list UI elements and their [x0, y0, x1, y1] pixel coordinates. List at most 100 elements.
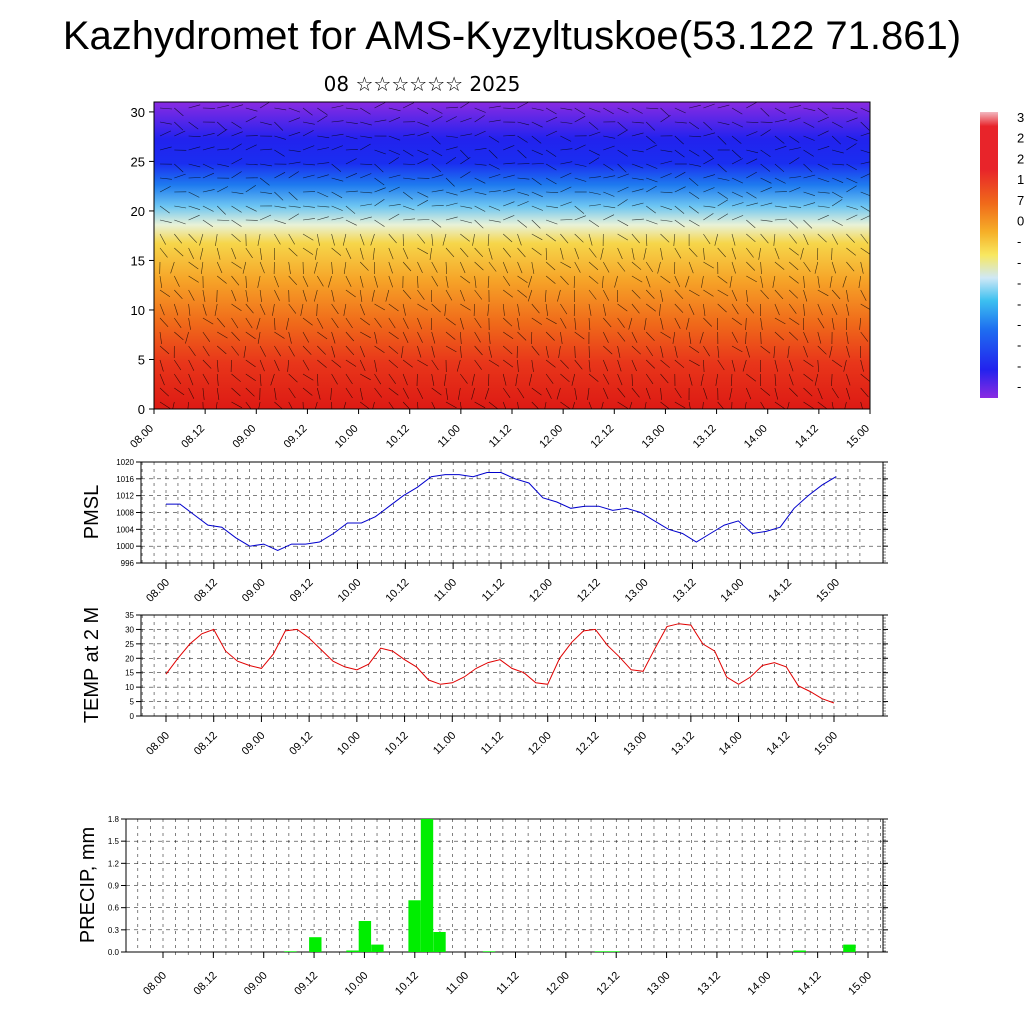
xs-x-tick-label: 13.12 — [691, 423, 719, 451]
xs-x-tick-label: 10.00 — [333, 423, 361, 451]
colorbar-label: 3 — [1017, 110, 1024, 125]
p4-x-tick-label: 09.00 — [242, 970, 270, 998]
colorbar-label: - — [1017, 296, 1021, 311]
p3-y-tick-label: 15 — [125, 669, 134, 678]
main-title: Kazhydromet for AMS-Kyzyltuskoe(53.122 7… — [62, 14, 962, 58]
xs-x-tick-label: 11.12 — [487, 423, 514, 450]
p2-y-tick-label: 1008 — [116, 509, 134, 518]
p3-x-tick-label: 14.00 — [717, 730, 745, 758]
temperature-shading — [154, 102, 870, 409]
p3-y-tick-label: 10 — [125, 683, 134, 692]
p2-y-tick-label: 1000 — [116, 542, 134, 551]
p3-y-tick-label: 30 — [125, 625, 134, 634]
p4-y-tick-label: 0.6 — [108, 904, 120, 913]
p3-x-tick-label: 15.00 — [812, 730, 840, 758]
precip-panel: 0.0 0.3 0.6 0.9 1.2 1.5 1.8 08.00 08.12 09.00 09.1… — [108, 815, 888, 998]
p4-y-tick-label: 1.8 — [108, 815, 120, 824]
xs-x-tick-label: 08.12 — [179, 423, 207, 451]
colorbar-label: 2 — [1017, 151, 1024, 166]
p2-y-tick-label: 1020 — [116, 458, 134, 467]
p4-x-tick-label: 08.12 — [192, 970, 220, 998]
cross-section-x-axis: 08.00 08.12 09.00 09.12 10.00 10.12 11.00 11.12… — [128, 409, 872, 451]
colorbar-label: - — [1017, 358, 1021, 373]
p4-x-tick-label: 10.12 — [393, 970, 421, 998]
p3-x-tick-label: 09.12 — [287, 730, 315, 758]
p2-y-tick-label: 1012 — [116, 492, 134, 501]
p4-x-tick-label: 13.00 — [645, 970, 673, 998]
colorbar-label: 0 — [1017, 214, 1024, 229]
xs-x-tick-label: 08.00 — [128, 423, 156, 451]
colorbar: 3 2 2 1 7 0 - - - - - - - - — [980, 110, 1024, 398]
p4-y-tick-label: 0.9 — [108, 882, 120, 891]
p4-x-tick-label: 10.00 — [343, 970, 371, 998]
p3-x-tick-label: 13.12 — [669, 730, 697, 758]
p2-x-tick-label: 14.12 — [766, 577, 794, 605]
xs-x-tick-label: 14.00 — [742, 423, 770, 451]
p3-x-tick-label: 11.00 — [431, 730, 458, 757]
precip-bar — [433, 932, 446, 952]
p2-x-tick-label: 10.00 — [336, 577, 364, 605]
p3-x-tick-label: 09.00 — [240, 730, 268, 758]
p2-x-tick-label: 08.12 — [192, 577, 220, 605]
p4-x-tick-label: 08.00 — [141, 970, 169, 998]
precip-bar — [607, 951, 620, 952]
xs-x-tick-label: 15.00 — [844, 423, 872, 451]
pmsl-panel: 996 1000 1004 1008 1012 1016 1020 08.00 08.12 09.… — [116, 458, 888, 605]
p2-x-tick-label: 11.00 — [432, 577, 459, 604]
p3-y-tick-label: 20 — [125, 654, 134, 663]
precip-bar — [346, 950, 359, 952]
xs-y-tick-label: 20 — [131, 204, 145, 219]
precip-bar — [843, 944, 856, 952]
p3-x-tick-label: 12.12 — [574, 730, 602, 758]
cross-section-panel: 0 5 10 15 20 25 30 08.00 08.12 09.00 09.12 10.00 10… — [128, 101, 872, 451]
p3-y-tick-label: 0 — [130, 712, 135, 721]
xs-x-tick-label: 10.12 — [384, 423, 412, 451]
p3-y-tick-label: 5 — [130, 698, 135, 707]
p2-y-tick-label: 1016 — [116, 475, 134, 484]
p4-y-tick-label: 1.5 — [108, 837, 120, 846]
xs-y-tick-label: 5 — [138, 352, 145, 367]
pmsl-line — [166, 472, 837, 551]
precip-bar — [284, 951, 297, 952]
p4-y-tick-label: 1.2 — [108, 859, 120, 868]
temp-axis-label: TEMP at 2 M — [81, 607, 103, 723]
p3-x-tick-label: 08.00 — [144, 730, 172, 758]
colorbar-label: 1 — [1017, 172, 1024, 187]
precip-bar — [358, 921, 372, 952]
p2-x-tick-label: 12.00 — [527, 577, 555, 605]
xs-y-tick-label: 25 — [131, 154, 145, 169]
xs-y-tick-label: 15 — [131, 253, 145, 268]
xs-x-tick-label: 12.12 — [588, 423, 616, 451]
precip-bar — [408, 900, 421, 952]
precip-bar — [309, 937, 322, 952]
colorbar-label: - — [1017, 338, 1021, 353]
p3-x-tick-label: 12.00 — [526, 730, 554, 758]
temp-line — [165, 623, 835, 704]
colorbar-scale — [980, 112, 998, 398]
precip-bar — [371, 944, 384, 952]
p3-y-tick-label: 25 — [125, 640, 134, 649]
p4-x-tick-label: 15.00 — [846, 970, 874, 998]
p3-x-tick-label: 10.00 — [335, 730, 363, 758]
p4-x-tick-label: 09.12 — [292, 970, 320, 998]
date-subtitle: 08 ☆☆☆☆☆☆ 2025 — [323, 72, 521, 96]
pmsl-axis-label: PMSL — [81, 485, 103, 539]
p3-x-tick-label: 13.00 — [621, 730, 649, 758]
p2-x-tick-label: 11.12 — [480, 577, 507, 604]
p4-x-tick-label: 12.12 — [594, 970, 622, 998]
precip-bar — [420, 819, 434, 952]
p2-y-tick-label: 996 — [121, 559, 135, 568]
xs-y-tick-label: 0 — [138, 402, 145, 417]
xs-y-tick-label: 10 — [131, 303, 145, 318]
p4-y-tick-label: 0.0 — [108, 948, 120, 957]
precip-bar — [482, 951, 496, 952]
p2-x-tick-label: 08.00 — [144, 577, 172, 605]
colorbar-label: - — [1017, 255, 1021, 270]
p4-x-tick-label: 11.12 — [494, 970, 521, 997]
xs-y-tick-label: 30 — [131, 105, 145, 120]
xs-x-tick-label: 13.00 — [640, 423, 668, 451]
xs-x-tick-label: 11.00 — [436, 423, 463, 450]
precip-bar — [594, 951, 608, 952]
precip-bar — [793, 950, 806, 952]
